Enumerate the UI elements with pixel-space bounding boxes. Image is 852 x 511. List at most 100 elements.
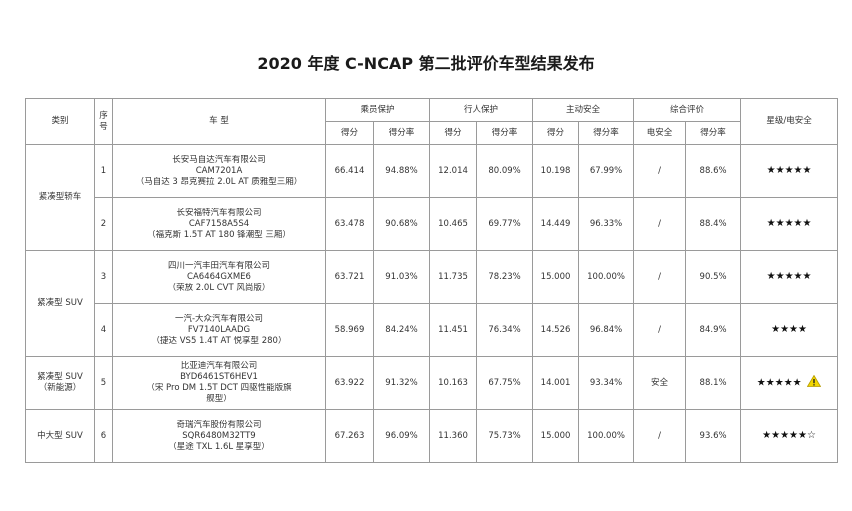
occ-score-cell: 66.414 bbox=[325, 144, 374, 198]
subheader-act-score: 得分 bbox=[532, 121, 580, 145]
seq-cell: 5 bbox=[94, 356, 113, 410]
overall-rate-cell: 88.1% bbox=[685, 356, 742, 410]
manufacturer: 四川一汽丰田汽车有限公司 bbox=[167, 260, 270, 271]
model-code: FV7140LAADG bbox=[187, 324, 251, 335]
seq-cell: 4 bbox=[94, 303, 113, 357]
occ-score-cell: 58.969 bbox=[325, 303, 374, 357]
overall-rate-cell: 88.6% bbox=[685, 144, 742, 198]
rating-cell: ★★★★★ bbox=[740, 144, 839, 198]
model-cell: 奇瑞汽车股份有限公司 SQR6480M32TT9 （星途 TXL 1.6L 星享… bbox=[112, 409, 326, 463]
header-model: 车 型 bbox=[112, 98, 326, 145]
manufacturer: 比亚迪汽车有限公司 bbox=[180, 361, 258, 371]
model-cell: 长安福特汽车有限公司 CAF7158A5S4 （福克斯 1.5T AT 180 … bbox=[112, 197, 326, 251]
ped-score-cell: 11.451 bbox=[429, 303, 478, 357]
table-row: 紧凑型 SUV （新能源） 5 比亚迪汽车有限公司 BYD6461ST6HEV1… bbox=[25, 356, 839, 410]
model-desc: （荣放 2.0L CVT 风尚版） bbox=[167, 282, 271, 293]
occ-rate-cell: 96.09% bbox=[372, 409, 431, 463]
table-row: 4 一汽-大众汽车有限公司 FV7140LAADG （捷达 VS5 1.4T A… bbox=[26, 303, 839, 357]
star-rating: ★★★★★ bbox=[766, 218, 812, 229]
rating-cell: ★★★★★ bbox=[740, 250, 839, 304]
header-rating: 星级/电安全 bbox=[740, 98, 839, 145]
subheader-overall-rate: 得分率 bbox=[685, 121, 742, 145]
act-score-cell: 14.449 bbox=[532, 197, 580, 251]
ped-score-cell: 10.465 bbox=[429, 197, 478, 251]
ped-rate-cell: 67.75% bbox=[476, 356, 534, 410]
manufacturer: 长安福特汽车有限公司 bbox=[176, 207, 262, 218]
occ-rate-cell: 91.32% bbox=[372, 356, 431, 410]
model-cell: 四川一汽丰田汽车有限公司 CA6464GXME6 （荣放 2.0L CVT 风尚… bbox=[112, 250, 326, 304]
overall-rate-cell: 93.6% bbox=[685, 409, 742, 463]
subheader-occ-rate: 得分率 bbox=[372, 121, 431, 145]
model-desc: （马自达 3 昂克赛拉 2.0L AT 质雅型三厢） bbox=[135, 176, 303, 187]
model-desc: （福克斯 1.5T AT 180 锋潮型 三厢） bbox=[147, 229, 291, 240]
model-code: CAM7201A bbox=[195, 165, 243, 176]
header-active: 主动安全 bbox=[532, 98, 635, 122]
ped-score-cell: 11.360 bbox=[429, 409, 478, 463]
header-pedestrian: 行人保护 bbox=[429, 98, 534, 122]
subheader-act-rate: 得分率 bbox=[578, 121, 635, 145]
model-cell: 比亚迪汽车有限公司 BYD6461ST6HEV1 （宋 Pro DM 1.5T … bbox=[112, 356, 326, 410]
seq-cell: 1 bbox=[94, 144, 113, 198]
electric-cell: / bbox=[633, 144, 687, 198]
act-score-cell: 14.526 bbox=[532, 303, 580, 357]
occ-rate-cell: 94.88% bbox=[372, 144, 431, 198]
act-rate-cell: 100.00% bbox=[578, 409, 635, 463]
act-rate-cell: 67.99% bbox=[578, 144, 635, 198]
overall-rate-cell: 90.5% bbox=[685, 250, 742, 304]
electric-cell: / bbox=[633, 303, 687, 357]
category-cell: 紧凑型 SUV bbox=[25, 250, 95, 357]
model-code: CAF7158A5S4 bbox=[188, 218, 250, 229]
rating-cell: ★★★★ bbox=[740, 303, 839, 357]
ped-rate-cell: 78.23% bbox=[476, 250, 534, 304]
occ-score-cell: 67.263 bbox=[325, 409, 374, 463]
act-rate-cell: 96.33% bbox=[578, 197, 635, 251]
category-cell: 紧凑型轿车 bbox=[25, 144, 95, 251]
act-score-cell: 15.000 bbox=[532, 409, 580, 463]
table-row: 紧凑型 SUV 3 四川一汽丰田汽车有限公司 CA6464GXME6 （荣放 2… bbox=[25, 250, 839, 357]
ped-score-cell: 10.163 bbox=[429, 356, 478, 410]
occ-rate-cell: 91.03% bbox=[372, 250, 431, 304]
model-code: SQR6480M32TT9 bbox=[182, 430, 256, 441]
seq-cell: 3 bbox=[94, 250, 113, 304]
category-cell: 紧凑型 SUV （新能源） bbox=[25, 356, 95, 410]
seq-cell: 6 bbox=[94, 409, 113, 463]
occ-rate-cell: 84.24% bbox=[372, 303, 431, 357]
ped-score-cell: 11.735 bbox=[429, 250, 478, 304]
results-table: 类别 序号 车 型 乘员保护 行人保护 主动安全 综合评价 星级/电安全 得分 … bbox=[25, 98, 839, 463]
model-code: BYD6461ST6HEV1 bbox=[180, 372, 258, 382]
header-category: 类别 bbox=[25, 98, 95, 145]
star-rating: ★★★★★ bbox=[756, 377, 802, 389]
electric-cell: / bbox=[633, 409, 687, 463]
seq-cell: 2 bbox=[94, 197, 113, 251]
act-score-cell: 14.001 bbox=[532, 356, 580, 410]
header-seq: 序号 bbox=[94, 98, 113, 145]
occ-score-cell: 63.922 bbox=[325, 356, 374, 410]
star-rating: ★★★★★ bbox=[766, 271, 812, 282]
star-rating: ★★★★★ bbox=[766, 165, 812, 176]
overall-rate-cell: 84.9% bbox=[685, 303, 742, 357]
ped-rate-cell: 75.73% bbox=[476, 409, 534, 463]
act-score-cell: 15.000 bbox=[532, 250, 580, 304]
occ-score-cell: 63.478 bbox=[325, 197, 374, 251]
ped-score-cell: 12.014 bbox=[429, 144, 478, 198]
table-row: 2 长安福特汽车有限公司 CAF7158A5S4 （福克斯 1.5T AT 18… bbox=[26, 197, 839, 251]
model-desc: （星途 TXL 1.6L 星享型） bbox=[168, 441, 270, 452]
electric-cell: / bbox=[633, 250, 687, 304]
category-cell: 中大型 SUV bbox=[25, 409, 95, 463]
rating-cell: ★★★★★ bbox=[740, 197, 839, 251]
header-occupant: 乘员保护 bbox=[324, 98, 431, 122]
manufacturer: 奇瑞汽车股份有限公司 bbox=[176, 419, 262, 430]
act-rate-cell: 96.84% bbox=[578, 303, 635, 357]
act-rate-cell: 100.00% bbox=[578, 250, 635, 304]
model-cell: 一汽-大众汽车有限公司 FV7140LAADG （捷达 VS5 1.4T AT … bbox=[112, 303, 326, 357]
occ-rate-cell: 90.68% bbox=[372, 197, 431, 251]
act-score-cell: 10.198 bbox=[532, 144, 580, 198]
manufacturer: 一汽-大众汽车有限公司 bbox=[174, 313, 264, 324]
star-rating: ★★★★★☆ bbox=[762, 430, 816, 441]
model-desc: （宋 Pro DM 1.5T DCT 四驱性能版旗 bbox=[146, 383, 292, 393]
manufacturer: 长安马自达汽车有限公司 bbox=[172, 154, 266, 165]
rating-cell: ★★★★★ bbox=[740, 356, 839, 410]
model-code: CA6464GXME6 bbox=[187, 271, 251, 282]
header-overall: 综合评价 bbox=[633, 98, 742, 122]
